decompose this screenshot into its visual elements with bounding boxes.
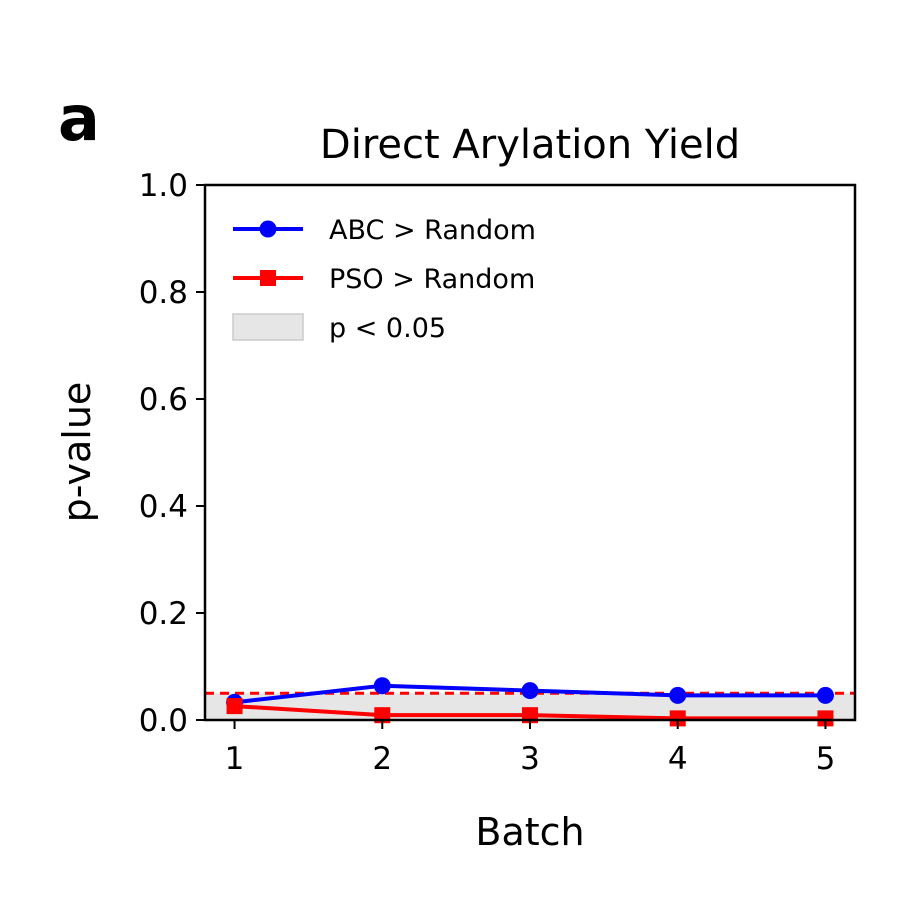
series-0-point-1 [373, 677, 391, 695]
y-tick-label-5: 1.0 [139, 168, 188, 204]
y-tick-label-1: 0.2 [139, 596, 188, 632]
x-tick-label-3: 4 [668, 741, 688, 777]
x-tick-label-0: 1 [225, 741, 245, 777]
series-1-point-0 [226, 698, 243, 715]
legend-marker-1 [260, 270, 276, 286]
x-tick-label-1: 2 [372, 741, 392, 777]
panel-label: a [58, 82, 100, 155]
series-1-point-3 [669, 710, 686, 727]
legend-marker-0 [259, 220, 277, 238]
y-tick-label-3: 0.6 [139, 382, 188, 418]
y-tick-label-4: 0.8 [139, 275, 188, 311]
x-axis-label: Batch [475, 810, 584, 854]
legend-label-1: PSO > Random [329, 264, 535, 295]
legend: ABC > Random PSO > Random p < 0.05 [232, 215, 536, 344]
series-0-point-4 [816, 686, 834, 704]
legend-label-0: ABC > Random [329, 215, 536, 246]
y-axis-label: p-value [55, 382, 99, 523]
series-0-point-3 [669, 686, 687, 704]
legend-label-band: p < 0.05 [329, 313, 446, 344]
plot-area: 1 2 3 4 5 0.0 0.2 0.4 0.6 0.8 1.0 ABC > Random PSO >… [139, 168, 857, 777]
x-tick-label-4: 5 [816, 741, 836, 777]
y-tick-label-0: 0.0 [139, 703, 188, 739]
legend-band-swatch [232, 313, 304, 341]
x-tick-label-2: 3 [520, 741, 540, 777]
y-tick-label-2: 0.4 [139, 489, 188, 525]
series-0-point-2 [521, 682, 539, 700]
series-1-point-4 [817, 710, 834, 727]
chart-title: Direct Arylation Yield [320, 122, 740, 168]
